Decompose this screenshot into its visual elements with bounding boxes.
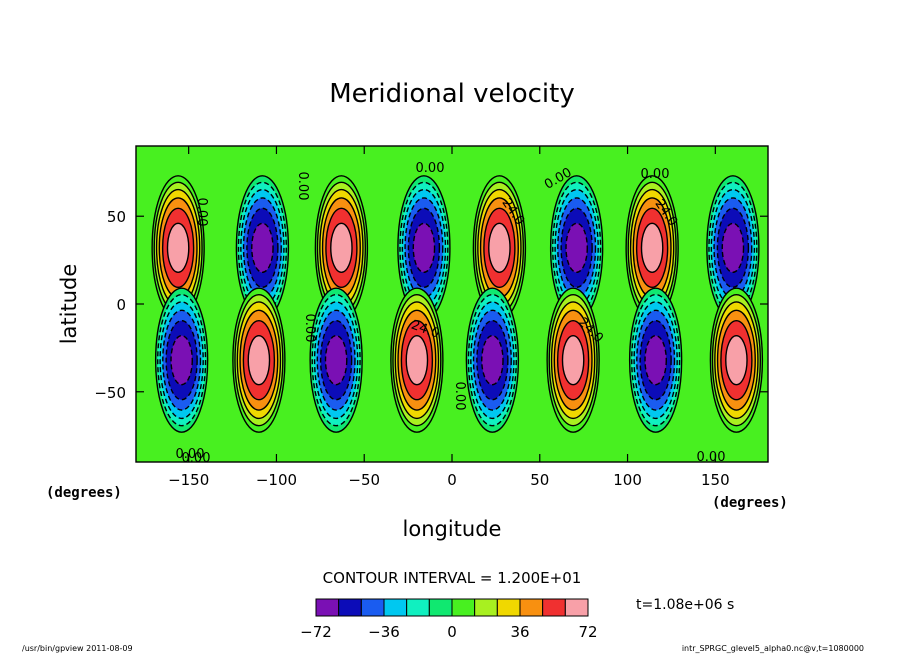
colorbar-tick-label: −72 (300, 623, 332, 641)
contour-level--60 (412, 222, 436, 274)
colorbar-swatch (406, 598, 430, 617)
colorbar-swatch (519, 598, 544, 617)
contour-level-60 (405, 334, 429, 386)
contour-level--60 (251, 222, 274, 274)
footer-left: /usr/bin/gpview 2011-08-09 (22, 644, 133, 653)
y-tick-label: 50 (107, 208, 126, 226)
contour-level--60 (481, 334, 504, 386)
contour-level--60 (644, 334, 667, 386)
axes: −150 −100 −50 0 50 100 150 50 0 −50 (94, 146, 768, 489)
contour-interval-text: CONTOUR INTERVAL = 1.200E+01 (323, 569, 582, 587)
colorbar-tick-label: 36 (510, 623, 529, 641)
cell-positive-6 (625, 175, 679, 321)
colorbar-swatch (315, 598, 340, 617)
cell-positive-9 (232, 287, 286, 433)
colorbar-swatch (428, 598, 453, 617)
x-tick-label: 150 (701, 471, 730, 489)
cell-negative-8 (154, 287, 209, 433)
cell-positive-11 (390, 287, 444, 433)
contour-level--60 (170, 334, 193, 386)
contour-label: 0.00 (641, 167, 670, 182)
x-axis-unit: (degrees) (712, 495, 788, 511)
y-tick-label: 0 (116, 296, 126, 314)
x-tick-label: −150 (168, 471, 209, 489)
x-axis-label: longitude (403, 517, 502, 541)
cell-negative-14 (628, 287, 683, 433)
cell-negative-1 (235, 175, 290, 321)
colorbar-swatch (451, 598, 476, 617)
x-tick-label: −100 (256, 471, 297, 489)
cell-negative-3 (397, 175, 451, 321)
contour-level-60 (330, 222, 353, 274)
colorbar-swatch (383, 598, 408, 617)
contour-level--60 (324, 334, 348, 386)
y-tick-label: −50 (94, 384, 126, 402)
contour-level-60 (166, 222, 190, 274)
contour-label: 0.00 (176, 447, 205, 462)
contour-label: 0.00 (295, 172, 310, 201)
cell-positive-15 (709, 287, 764, 433)
contour-level-60 (561, 334, 585, 386)
cell-positive-13 (546, 287, 600, 433)
x-tick-label: 100 (613, 471, 642, 489)
contour-layer (151, 175, 764, 433)
colorbar-swatch (338, 598, 362, 617)
contour-label: 0.00 (302, 314, 317, 343)
x-tick-label: 0 (447, 471, 457, 489)
chart-title: Meridional velocity (329, 79, 575, 109)
y-axis-unit: (degrees) (46, 485, 122, 501)
cell-negative-10 (309, 287, 363, 433)
cell-negative-5 (549, 175, 604, 321)
contour-level-60 (488, 222, 511, 274)
contour-level-60 (247, 334, 271, 386)
time-label: t=1.08e+06 s (636, 597, 734, 613)
cell-negative-7 (706, 175, 760, 321)
colorbar-tick-label: 72 (578, 623, 597, 641)
colorbar-tick-label: 0 (447, 623, 457, 641)
cell-positive-2 (314, 175, 369, 321)
footer-right: intr_SPRGC_glevel5_alpha0.nc@v,t=1080000 (682, 644, 864, 653)
colorbar-swatch (360, 598, 385, 617)
contour-level--60 (565, 222, 588, 274)
contour-label: 0.00 (194, 198, 209, 227)
contour-label: 0.00 (697, 450, 726, 465)
x-tick-label: −50 (348, 471, 380, 489)
colorbar-swatch (542, 598, 566, 617)
contour-level--60 (721, 222, 745, 274)
colorbar-swatch (474, 598, 498, 617)
colorbar-swatch (496, 598, 521, 617)
contour-label: 0.00 (452, 382, 467, 411)
x-tick-label: 50 (530, 471, 549, 489)
cell-negative-12 (465, 287, 520, 433)
y-axis-label: latitude (57, 264, 81, 345)
colorbar-tick-label: −36 (368, 623, 400, 641)
contour-label: 0.00 (416, 161, 445, 176)
colorbar: −72 −36 0 36 72 (300, 598, 598, 641)
contour-level-60 (640, 222, 664, 274)
contour-level-60 (725, 334, 748, 386)
colorbar-swatch (564, 598, 589, 617)
cell-positive-0 (151, 175, 205, 321)
